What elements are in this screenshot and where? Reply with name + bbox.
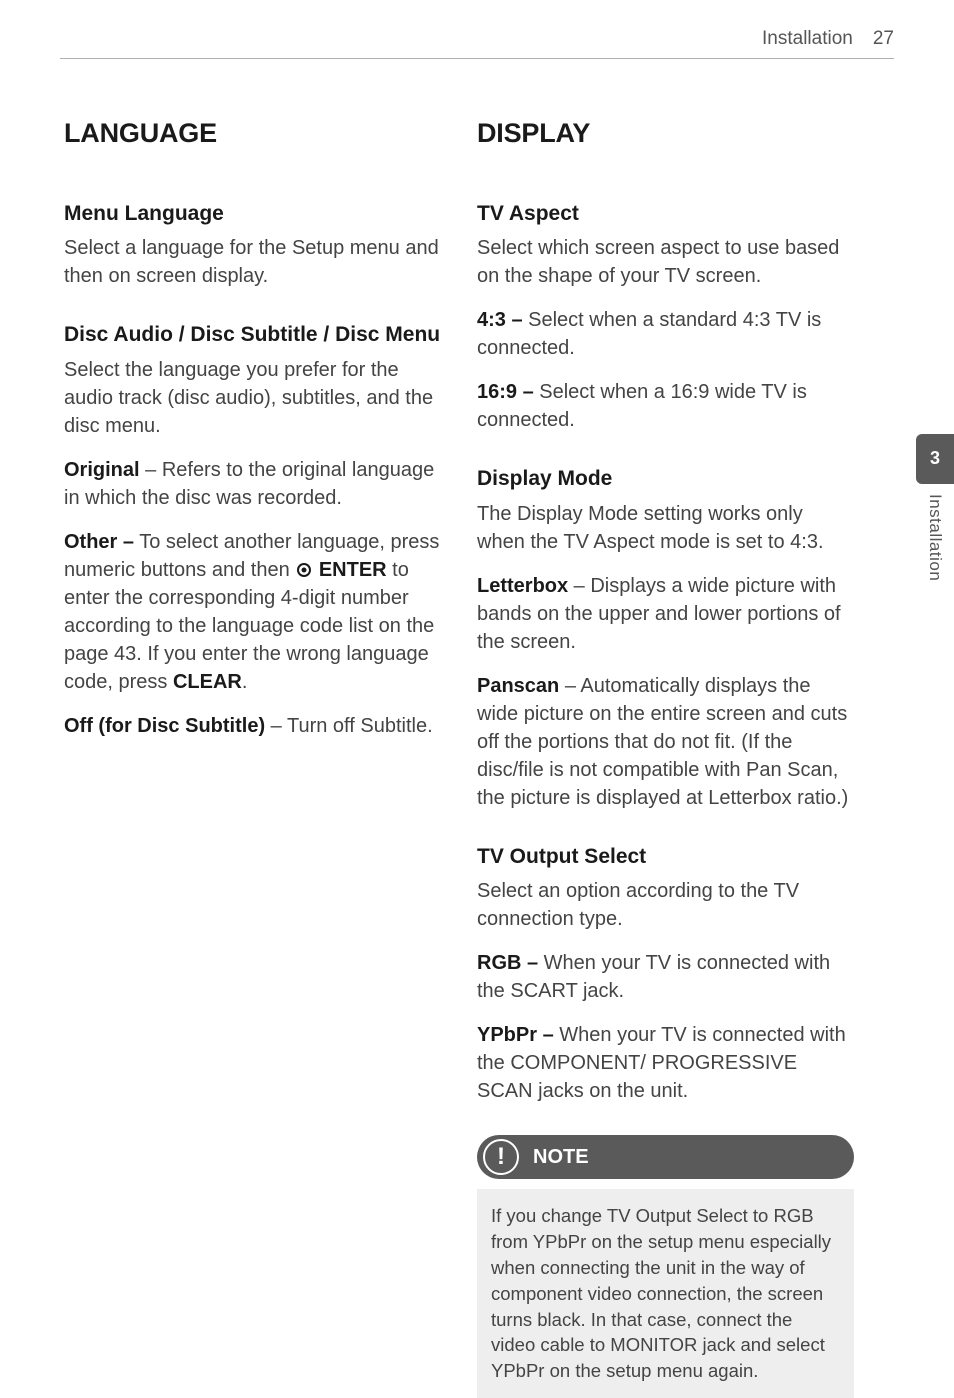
page-header: Installation 27 xyxy=(762,26,894,53)
panscan: Panscan – Automatically displays the wid… xyxy=(477,672,854,812)
tv-aspect-heading: TV Aspect xyxy=(477,199,854,228)
letterbox-label: Letterbox xyxy=(477,575,568,597)
left-column: LANGUAGE Menu Language Select a language… xyxy=(64,115,441,1398)
enter-icon xyxy=(297,563,311,577)
note-badge-text: ! xyxy=(497,1140,505,1174)
rgb: RGB – When your TV is connected with the… xyxy=(477,949,854,1005)
display-mode-heading: Display Mode xyxy=(477,464,854,493)
r169-label: 16:9 – xyxy=(477,381,534,403)
menu-language-heading: Menu Language xyxy=(64,199,441,228)
off-label: Off (for Disc Subtitle) xyxy=(64,715,265,737)
tab-number: 3 xyxy=(916,434,954,484)
disc-original: Original – Refers to the original langua… xyxy=(64,456,441,512)
tv-output-heading: TV Output Select xyxy=(477,842,854,871)
enter-label: ENTER xyxy=(319,559,387,581)
header-rule xyxy=(60,58,894,59)
display-mode-intro: The Display Mode setting works only when… xyxy=(477,500,854,556)
disc-off: Off (for Disc Subtitle) – Turn off Subti… xyxy=(64,712,441,740)
page-number: 27 xyxy=(873,26,894,53)
display-title: DISPLAY xyxy=(477,115,854,153)
menu-language-body: Select a language for the Setup menu and… xyxy=(64,234,441,290)
aspect-169: 16:9 – Select when a 16:9 wide TV is con… xyxy=(477,378,854,434)
disc-other: Other – To select another language, pres… xyxy=(64,528,441,696)
language-title: LANGUAGE xyxy=(64,115,441,153)
disc-intro: Select the language you prefer for the a… xyxy=(64,356,441,440)
original-label: Original xyxy=(64,459,140,481)
alert-icon: ! xyxy=(483,1139,519,1175)
off-body: – Turn off Subtitle. xyxy=(265,715,433,737)
note-title: NOTE xyxy=(533,1143,589,1171)
other-end: . xyxy=(242,671,248,693)
tv-output-intro: Select an option according to the TV con… xyxy=(477,877,854,933)
right-column: DISPLAY TV Aspect Select which screen as… xyxy=(477,115,854,1398)
tv-aspect-intro: Select which screen aspect to use based … xyxy=(477,234,854,290)
tab-label: Installation xyxy=(923,494,947,581)
ypbpr: YPbPr – When your TV is connected with t… xyxy=(477,1021,854,1105)
header-section: Installation xyxy=(762,26,853,53)
rgb-label: RGB – xyxy=(477,952,538,974)
r43-body: Select when a standard 4:3 TV is connect… xyxy=(477,309,821,359)
r43-label: 4:3 – xyxy=(477,309,523,331)
note-box: ! NOTE If you change TV Output Select to… xyxy=(477,1135,854,1398)
letterbox: Letterbox – Displays a wide picture with… xyxy=(477,572,854,656)
disc-heading: Disc Audio / Disc Subtitle / Disc Menu xyxy=(64,320,441,349)
other-label: Other – xyxy=(64,531,134,553)
note-body: If you change TV Output Select to RGB fr… xyxy=(477,1189,854,1398)
aspect-43: 4:3 – Select when a standard 4:3 TV is c… xyxy=(477,306,854,362)
side-tab: 3 Installation xyxy=(916,434,954,581)
note-header: ! NOTE xyxy=(477,1135,854,1179)
panscan-label: Panscan xyxy=(477,675,559,697)
ypbpr-label: YPbPr – xyxy=(477,1024,554,1046)
clear-label: CLEAR xyxy=(173,671,242,693)
